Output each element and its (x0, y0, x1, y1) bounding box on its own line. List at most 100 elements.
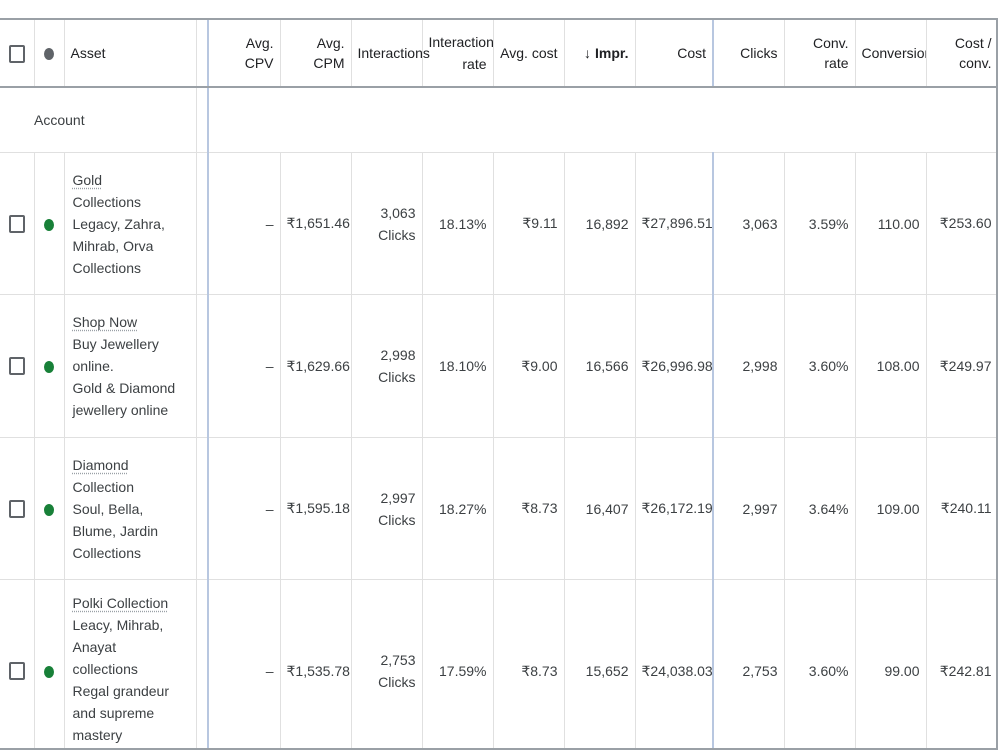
impr-cell: 16,892 (564, 152, 636, 295)
select-all-cell[interactable] (0, 20, 35, 88)
column-header-interaction-rate[interactable]: Interaction rate (422, 20, 494, 88)
avg-cpm-cell: ₹1,535.78 (280, 579, 352, 748)
interaction-rate-label-1: Interaction (428, 34, 494, 50)
asset-text-line: Collection (72, 478, 134, 495)
cost-cell: ₹24,038.03 (635, 579, 714, 748)
interactions-cell: 3,063 Clicks (351, 152, 423, 295)
status-header-cell (34, 20, 65, 88)
asset-text-line[interactable]: Diamond (72, 456, 129, 473)
asset-cell[interactable]: Gold Collections Legacy, Zahra, Mihrab, Orv… (64, 152, 197, 295)
row-status-cell (34, 437, 65, 580)
interaction-rate-cell: 17.59% (422, 579, 494, 748)
interaction-rate-cell: 18.27% (422, 437, 494, 580)
conv-rate-cell: 3.64% (784, 437, 856, 580)
row-select-cell[interactable] (0, 294, 35, 438)
asset-text-line: Anayat (72, 639, 117, 655)
row-select-cell[interactable] (0, 437, 35, 580)
interactions-cell: 2,997 Clicks (351, 437, 423, 580)
conv-rate-cell: 3.60% (784, 294, 856, 438)
asset-text-line: Blume, Jardin (72, 522, 159, 539)
column-header-conv-rate[interactable]: Conv. rate (784, 20, 856, 88)
column-header-cost[interactable]: Cost (635, 20, 714, 88)
table-row: Shop Now Buy Jewellery online. Gold & Diamo… (0, 294, 998, 438)
interactions-cell: 2,753 Clicks (351, 579, 423, 748)
asset-text-line[interactable]: Gold (72, 171, 103, 188)
row-checkbox[interactable] (8, 499, 25, 518)
column-header-avg-cost[interactable]: Avg. cost (493, 20, 565, 88)
impr-cell: 16,566 (564, 294, 636, 438)
avg-cpv-cell: – (208, 437, 281, 580)
column-divider-cell (196, 294, 209, 438)
account-row: Account (0, 87, 998, 153)
select-all-checkbox[interactable] (8, 45, 25, 64)
impr-label: Impr. (595, 45, 629, 61)
asset-text-line: Collections (72, 259, 141, 276)
clicks-cell: 2,997 (713, 437, 785, 580)
interactions-value: 3,063 (380, 204, 416, 221)
cost-per-conv-cell: ₹240.11 (926, 437, 998, 580)
table-row: Polki Collection Leacy, Mihrab, Anayat coll… (0, 579, 998, 748)
avg-cpm-cell: ₹1,629.66 (280, 294, 352, 438)
column-header-avg-cpm[interactable]: Avg. CPM (280, 20, 352, 88)
conversions-cell: 99.00 (855, 579, 927, 748)
row-checkbox[interactable] (8, 662, 25, 681)
asset-cell[interactable]: Shop Now Buy Jewellery online. Gold & Diamo… (64, 294, 197, 438)
row-checkbox[interactable] (8, 357, 25, 376)
asset-text-line: Soul, Bella, (72, 500, 144, 517)
interactions-value: 2,753 (380, 652, 416, 668)
column-header-asset[interactable]: Asset (64, 20, 197, 88)
conv-rate-cell: 3.60% (784, 579, 856, 748)
conversions-cell: 108.00 (855, 294, 927, 438)
asset-cell[interactable]: Diamond Collection Soul, Bella, Blume, Jard… (64, 437, 197, 580)
interaction-rate-label-2: rate (462, 56, 487, 72)
asset-text-line: collections (72, 661, 138, 677)
avg-cpm-cell: ₹1,595.18 (280, 437, 352, 580)
asset-text-line: Leacy, Mihrab, (72, 617, 164, 633)
status-enabled-icon (44, 503, 54, 516)
asset-text-line: online. (72, 358, 114, 374)
account-label: Account (0, 87, 197, 153)
conversions-cell: 110.00 (855, 152, 927, 295)
avg-cost-cell: ₹8.73 (493, 437, 565, 580)
column-header-conversions[interactable]: Conversions (855, 20, 927, 88)
asset-text-line[interactable]: Polki Collection (72, 595, 169, 611)
asset-text-line: Mihrab, Orva (72, 237, 154, 254)
clicks-cell: 3,063 (713, 152, 785, 295)
row-select-cell[interactable] (0, 152, 35, 295)
cost-cell: ₹27,896.51 (635, 152, 714, 295)
row-status-cell (34, 152, 65, 295)
asset-text-line: and supreme (72, 705, 155, 721)
asset-text-line: jewellery online (72, 402, 169, 418)
column-header-impr[interactable]: ↓ Impr. (564, 20, 636, 88)
row-checkbox[interactable] (8, 214, 25, 233)
asset-text-line: Collections (72, 544, 141, 561)
column-divider-cell (196, 579, 209, 748)
sort-descending-icon: ↓ (584, 45, 592, 61)
asset-text-line[interactable]: Shop Now (72, 314, 138, 330)
column-header-interactions[interactable]: Interactions (351, 20, 430, 88)
interaction-rate-cell: 18.13% (422, 152, 494, 295)
interactions-value: 2,998 (380, 347, 416, 363)
row-status-cell (34, 294, 65, 438)
status-enabled-icon (44, 218, 54, 231)
cost-cell: ₹26,996.98 (635, 294, 714, 438)
asset-report-table: Asset Avg. CPV Avg. CPM Interactions Int… (0, 20, 998, 748)
row-select-cell[interactable] (0, 579, 35, 748)
column-header-cost-per-conv[interactable]: Cost / conv. (926, 20, 998, 88)
table-row: Diamond Collection Soul, Bella, Blume, Jard… (0, 437, 998, 580)
avg-cost-cell: ₹8.73 (493, 579, 565, 748)
cost-per-conv-cell: ₹242.81 (926, 579, 998, 748)
cost-cell: ₹26,172.19 (635, 437, 714, 580)
interactions-unit: Clicks (378, 369, 416, 385)
asset-text-line: Legacy, Zahra, (72, 215, 165, 232)
table-header-row: Asset Avg. CPV Avg. CPM Interactions Int… (0, 20, 998, 88)
interactions-unit: Clicks (378, 226, 416, 243)
column-header-avg-cpv[interactable]: Avg. CPV (208, 20, 281, 88)
column-header-clicks[interactable]: Clicks (713, 20, 785, 88)
asset-text-line: Collections (72, 193, 141, 210)
column-divider[interactable] (196, 20, 209, 88)
asset-text-line: Buy Jewellery (72, 336, 159, 352)
row-status-cell (34, 579, 65, 748)
asset-text-line: mastery (72, 727, 123, 743)
asset-cell[interactable]: Polki Collection Leacy, Mihrab, Anayat coll… (64, 579, 197, 748)
